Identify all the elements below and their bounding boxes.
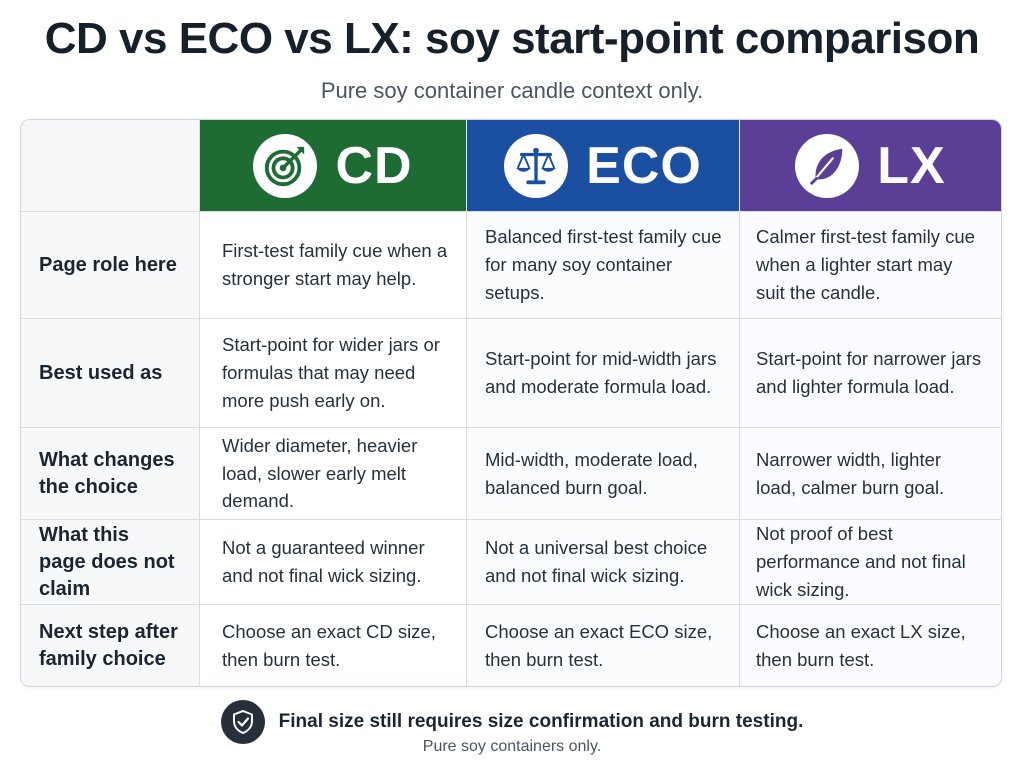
- column-label-cd: CD: [335, 136, 413, 195]
- shield-check-icon: [220, 700, 265, 744]
- cell-lx-does-not-claim: Not proof of best performance and not fi…: [740, 520, 1001, 605]
- row-label-next-step: Next step after family choice: [21, 605, 200, 686]
- table-corner: [21, 120, 200, 212]
- cell-cd-does-not-claim: Not a guaranteed winner and not final wi…: [200, 520, 467, 605]
- cell-eco-best-used-as: Start-point for mid-width jars and moder…: [467, 319, 740, 428]
- cell-cd-best-used-as: Start-point for wider jars or formulas t…: [200, 319, 467, 428]
- scales-icon: [504, 133, 569, 198]
- column-header-lx: LX: [740, 120, 1001, 212]
- cell-cd-what-changes: Wider diameter, heavier load, slower ear…: [200, 428, 467, 520]
- cell-cd-next-step: Choose an exact CD size, then burn test.: [200, 605, 467, 686]
- page-title: CD vs ECO vs LX: soy start-point compari…: [44, 14, 980, 63]
- page-subtitle: Pure soy container candle context only.: [320, 78, 704, 103]
- column-label-eco: ECO: [586, 136, 702, 195]
- cell-lx-what-changes: Narrower width, lighter load, calmer bur…: [740, 428, 1001, 520]
- column-header-cd: CD: [200, 120, 467, 212]
- comparison-table: CD ECO: [20, 119, 1002, 687]
- column-header-eco: ECO: [467, 120, 740, 212]
- column-label-lx: LX: [877, 136, 946, 195]
- footer-note-line: Final size still requires size confirmat…: [0, 700, 1024, 744]
- cell-eco-next-step: Choose an exact ECO size, then burn test…: [467, 605, 740, 686]
- cell-lx-best-used-as: Start-point for narrower jars and lighte…: [740, 319, 1001, 428]
- footer-note: Final size still requires size confirmat…: [278, 711, 804, 732]
- feather-icon: [795, 133, 860, 198]
- cell-lx-next-step: Choose an exact LX size, then burn test.: [740, 605, 1001, 686]
- cell-cd-page-role: First-test family cue when a stronger st…: [200, 212, 467, 319]
- cell-lx-page-role: Calmer first-test family cue when a ligh…: [740, 212, 1001, 319]
- footer-subnote: Pure soy containers only.: [422, 738, 602, 755]
- row-label-page-role: Page role here: [21, 212, 200, 319]
- row-label-does-not-claim: What this page does not claim: [21, 520, 200, 605]
- cell-eco-page-role: Balanced first-test family cue for many …: [467, 212, 740, 319]
- row-label-what-changes: What changes the choice: [21, 428, 200, 520]
- row-label-best-used-as: Best used as: [21, 319, 200, 428]
- cell-eco-what-changes: Mid-width, moderate load, balanced burn …: [467, 428, 740, 520]
- cell-eco-does-not-claim: Not a universal best choice and not fina…: [467, 520, 740, 605]
- target-icon: [253, 133, 318, 198]
